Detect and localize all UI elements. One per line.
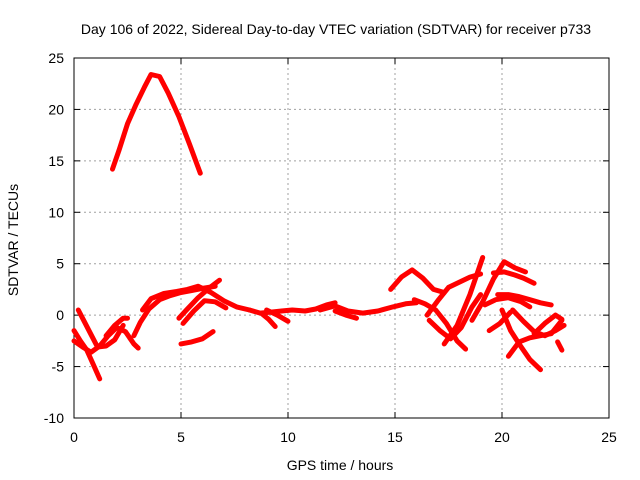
data-trace-arc-8 — [176, 277, 222, 321]
y-tick-label: 15 — [48, 153, 64, 169]
chart-title: Day 106 of 2022, Sidereal Day-to-day VTE… — [81, 21, 591, 37]
data-traces — [71, 72, 567, 382]
data-trace-arc-17 — [411, 297, 469, 352]
data-trace-arc-12 — [259, 311, 278, 329]
x-tick-label: 20 — [494, 429, 510, 445]
axis-ticks — [73, 57, 610, 419]
data-trace-arc-22 — [490, 269, 537, 286]
data-trace-arc-30 — [486, 309, 514, 334]
x-tick-label: 25 — [601, 429, 617, 445]
data-trace-arc-7 — [140, 283, 252, 313]
data-trace-arc-29 — [482, 295, 533, 310]
plot-frame — [73, 57, 610, 419]
data-trace-arc-9 — [180, 298, 229, 326]
x-tick-label: 15 — [387, 429, 403, 445]
x-axis-label: GPS time / hours — [287, 457, 394, 473]
data-trace-arc-26 — [510, 307, 567, 339]
data-trace-arc-2 — [71, 328, 103, 382]
data-trace-arc-16 — [388, 267, 447, 295]
data-trace-arc-15 — [332, 308, 359, 321]
data-trace-arc-23 — [495, 292, 554, 308]
y-tick-label: 25 — [48, 50, 64, 66]
y-axis-label: SDTVAR / TECUs — [5, 184, 21, 296]
data-trace-arc-27 — [531, 312, 565, 337]
data-trace-arc-10 — [178, 329, 216, 347]
data-trace-arc-20 — [424, 271, 484, 318]
data-trace-arc-13 — [264, 307, 291, 324]
y-tick-label: 0 — [56, 307, 64, 323]
data-trace-arc-1 — [110, 72, 203, 176]
x-tick-label: 5 — [177, 429, 185, 445]
data-trace-arc-14 — [317, 300, 419, 316]
grid-lines — [74, 58, 609, 418]
x-tick-label: 0 — [70, 429, 78, 445]
x-tick-label: 10 — [280, 429, 296, 445]
data-trace-arc-18 — [426, 292, 484, 342]
y-tick-label: -10 — [44, 410, 64, 426]
data-trace-arc-28 — [555, 339, 565, 353]
y-tick-label: -5 — [52, 359, 65, 375]
y-tick-label: 20 — [48, 101, 64, 117]
y-tick-label: 5 — [56, 256, 64, 272]
x-tick-labels: 0 5 10 15 20 25 — [70, 429, 617, 445]
y-tick-labels: -10 -5 0 5 10 15 20 25 — [44, 50, 64, 426]
data-trace-arc-5 — [103, 315, 130, 339]
y-tick-label: 10 — [48, 204, 64, 220]
